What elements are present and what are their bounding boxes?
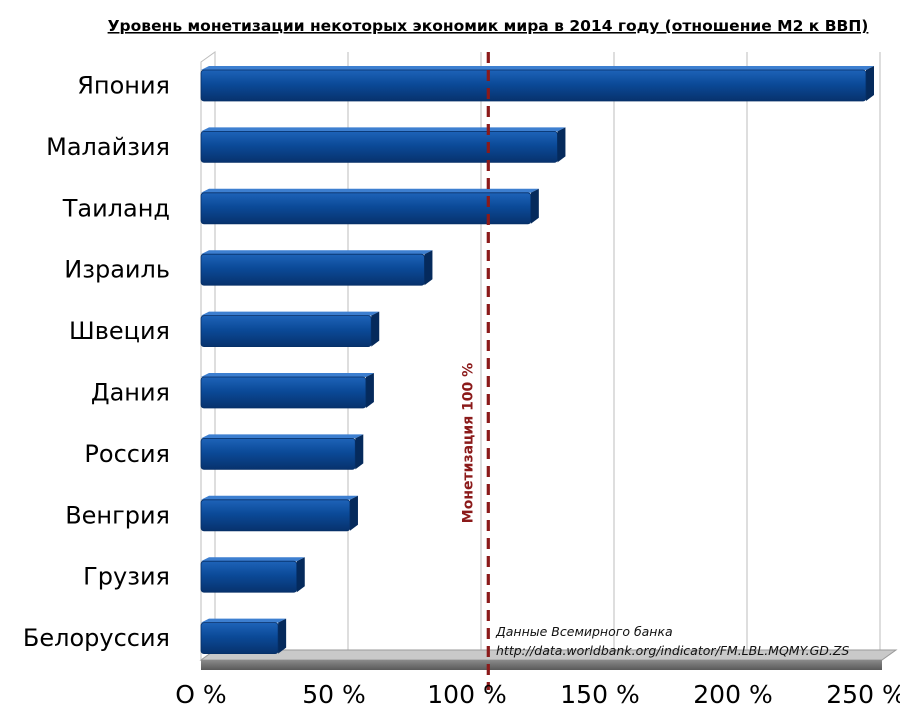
bar-face xyxy=(200,130,558,163)
bar-top xyxy=(201,188,539,193)
bar-end xyxy=(355,434,364,470)
source-note-line-1: Данные Всемирного банка xyxy=(495,624,673,639)
bar-face xyxy=(200,192,532,225)
bar-top xyxy=(201,495,358,500)
bar-end xyxy=(371,311,380,347)
floor xyxy=(199,649,898,670)
bar-face xyxy=(200,315,372,348)
bar xyxy=(200,127,566,163)
x-tick-label: O % xyxy=(175,680,226,709)
bar-face xyxy=(200,376,367,409)
bar-end xyxy=(424,250,433,286)
bar xyxy=(200,434,364,470)
x-tick-label: 200 % xyxy=(693,680,772,709)
bar-top xyxy=(201,618,287,623)
bar xyxy=(200,495,358,532)
bar-end xyxy=(296,557,305,593)
bar-top xyxy=(201,434,364,439)
category-label: Россия xyxy=(84,440,170,468)
bar-end xyxy=(557,127,566,163)
x-tick-label: 250 % xyxy=(826,680,900,709)
reference-line-group: Монетизация 100 % xyxy=(460,52,490,690)
bar xyxy=(200,250,433,286)
bar-top xyxy=(201,250,433,255)
bar-face xyxy=(200,437,356,470)
bar xyxy=(200,373,374,409)
bar-top xyxy=(201,557,305,562)
bar-face xyxy=(200,69,867,102)
x-tick-label: 50 % xyxy=(302,680,366,709)
category-label: Грузия xyxy=(83,563,170,591)
bar xyxy=(200,557,305,593)
bar-top xyxy=(201,127,566,132)
category-label: Малайзия xyxy=(46,133,170,161)
bar-end xyxy=(349,495,358,531)
bar-end xyxy=(530,188,539,224)
bar-face xyxy=(200,253,425,286)
reference-line-label: Монетизация 100 % xyxy=(460,363,476,523)
category-label: Япония xyxy=(77,72,170,100)
bar-end xyxy=(365,373,374,408)
bar-face xyxy=(200,622,279,654)
bar xyxy=(200,311,380,348)
category-label: Дания xyxy=(91,379,170,407)
category-label: Венгрия xyxy=(65,501,170,529)
bar-face xyxy=(200,560,298,593)
x-tick-label: 150 % xyxy=(560,680,639,709)
bar xyxy=(200,66,874,102)
bars xyxy=(200,66,874,654)
bar xyxy=(200,188,539,225)
chart-title: Уровень монетизации некоторых экономик м… xyxy=(108,17,869,35)
x-axis-ticks: O % 50 % 100 % 150 % 200 % 250 % xyxy=(175,680,900,709)
bar-end xyxy=(866,66,874,101)
bar-top xyxy=(201,311,380,316)
bar xyxy=(200,618,287,654)
x-tick-label: 100 % xyxy=(427,680,506,709)
floor-front xyxy=(201,660,882,670)
bar-top xyxy=(201,66,874,70)
bar-top xyxy=(201,373,374,377)
bar-end xyxy=(278,618,287,654)
category-label: Швеция xyxy=(69,317,170,345)
category-label: Белоруссия xyxy=(23,624,170,652)
category-labels: Япония Малайзия Таиланд Израиль Швеция Дания Р… xyxy=(23,72,170,653)
source-note-line-2: http://data.worldbank.org/indicator/FM.L… xyxy=(496,643,849,658)
bar-face xyxy=(200,499,351,532)
category-label: Таиланд xyxy=(62,194,170,222)
category-label: Израиль xyxy=(64,256,170,284)
